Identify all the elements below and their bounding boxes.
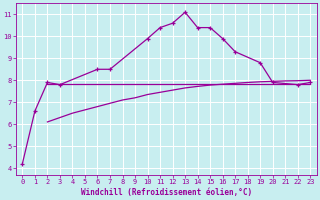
X-axis label: Windchill (Refroidissement éolien,°C): Windchill (Refroidissement éolien,°C) [81, 188, 252, 197]
